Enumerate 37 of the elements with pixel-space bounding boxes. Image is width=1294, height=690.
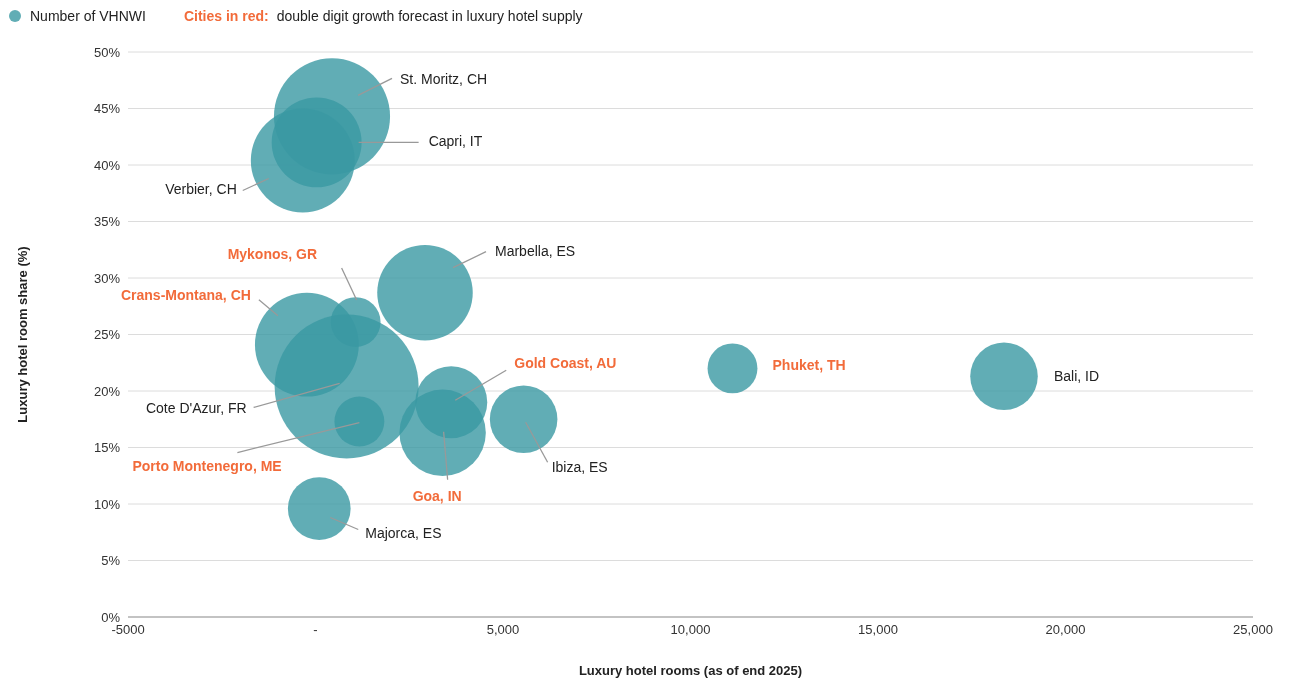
y-tick-label: 40% (93, 157, 121, 173)
x-tick-label: 25,000 (1233, 622, 1273, 638)
data-label: Majorca, ES (365, 525, 442, 542)
y-tick-label: 10% (93, 496, 121, 512)
y-tick-label: 25% (93, 327, 121, 343)
data-label: Verbier, CH (165, 181, 237, 198)
data-label: Crans-Montana, CH (120, 287, 251, 304)
data-label: Phuket, TH (772, 357, 846, 374)
data-label: Marbella, ES (495, 243, 576, 260)
text: Cities in red: (183, 8, 269, 24)
data-label: Cote D'Azur, FR (145, 400, 247, 417)
data-label: Mykonos, GR (227, 245, 318, 262)
y-tick-label: 45% (93, 101, 121, 117)
data-label: Bali, ID (1054, 368, 1100, 385)
x-tick-label: 10,000 (670, 622, 711, 638)
data-label: Gold Coast, AU (514, 355, 617, 371)
data-label: Ibiza, ES (551, 458, 608, 475)
legend-label: Number of VHNWI (30, 8, 146, 24)
x-axis-title: Luxury hotel rooms (as of end 2025) (578, 663, 803, 678)
data-label: St. Moritz, CH (400, 71, 488, 88)
y-tick-label: 15% (93, 440, 121, 456)
y-tick-label: 20% (93, 383, 121, 399)
x-tick-label: -5000 (111, 622, 145, 638)
y-tick-label: 5% (101, 553, 121, 569)
x-tick-label: 20,000 (1045, 622, 1086, 638)
data-label: Porto Montenegro, ME (132, 458, 282, 475)
y-tick-label: 0% (101, 609, 121, 625)
y-tick-label: 50% (93, 44, 121, 60)
x-tick-label: - (313, 622, 318, 638)
y-tick-label: 35% (93, 214, 121, 230)
y-tick-label: 30% (93, 270, 121, 286)
x-tick-label: 5,000 (486, 622, 520, 638)
y-axis-title: Luxury hotel room share (%) (14, 246, 30, 423)
data-label: Capri, IT (428, 133, 483, 150)
text: double digit growth forecast in luxury hotel supply (276, 8, 583, 24)
data-label: Goa, IN (412, 487, 462, 504)
x-tick-label: 15,000 (858, 622, 898, 638)
